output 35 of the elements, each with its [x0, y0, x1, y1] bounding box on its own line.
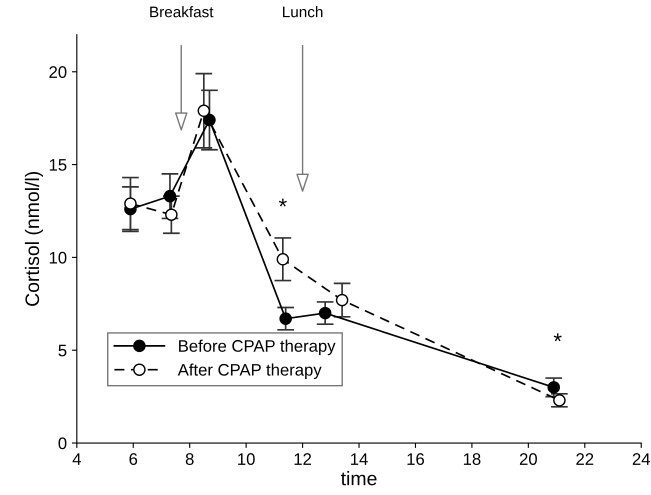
x-tick-label: 4	[72, 453, 81, 465]
point	[165, 208, 178, 221]
x-tick-label: 10	[238, 453, 255, 465]
legend-label: Before CPAP therapy	[179, 340, 336, 356]
x-tick-label: 18	[464, 453, 480, 465]
x-axis-title: time	[340, 471, 377, 486]
text: Breakfast	[150, 6, 214, 18]
point	[553, 394, 566, 407]
x-tick-label: 6	[129, 453, 138, 465]
y-tick-label: 10	[50, 252, 66, 264]
x-tick-label: 8	[186, 453, 194, 465]
point	[336, 294, 348, 306]
point	[548, 381, 560, 394]
point	[164, 190, 176, 202]
y-tick-label: 5	[58, 344, 66, 356]
y-tick-label: 15	[50, 159, 66, 171]
point	[318, 306, 332, 320]
point	[276, 253, 290, 266]
annotation: *	[278, 198, 287, 206]
x-tick-label: 16	[407, 453, 424, 465]
point	[198, 104, 210, 118]
x-tick-label: 12	[294, 453, 312, 465]
y-axis-title: Cortisol (nmol/l)	[24, 172, 43, 306]
x-tick-label: 22	[576, 453, 594, 465]
y-tick-label: 0	[58, 437, 66, 450]
x-tick-label: 14	[351, 453, 368, 465]
x-tick-label: 24	[632, 453, 650, 465]
text: Lunch	[283, 6, 322, 18]
y-tick-label: 20	[49, 66, 66, 78]
point	[124, 197, 137, 210]
point	[203, 114, 216, 126]
legend-label: After CPAP therapy	[178, 363, 322, 380]
x-tick-label: 20	[520, 453, 537, 465]
point	[279, 312, 292, 325]
annotation: *	[554, 333, 562, 342]
